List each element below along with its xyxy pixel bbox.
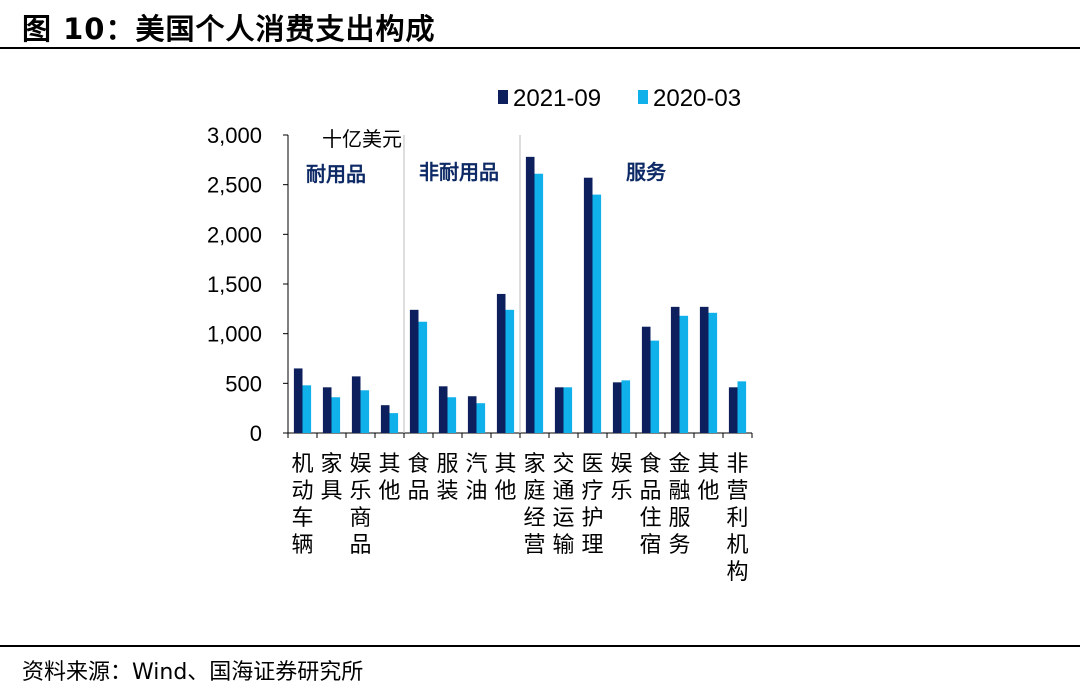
bar-2020-03: [708, 312, 718, 433]
chart-title: 图 10：美国个人消费支出构成: [22, 12, 436, 46]
bar-2021-09: [496, 293, 506, 433]
y-tick-label: 1,500: [207, 272, 262, 297]
category-label: 食品: [407, 452, 429, 504]
category-label: 金融服务: [668, 452, 690, 558]
footer-divider: [0, 645, 1080, 647]
bar-2021-09: [612, 382, 622, 433]
category-label: 其他: [378, 452, 400, 504]
category-label: 非营利机构: [726, 452, 748, 585]
category-label: 其他: [494, 452, 516, 504]
bar-2020-03: [737, 381, 747, 433]
legend-label: 2021-09: [513, 85, 601, 112]
category-label: 娱乐: [610, 452, 632, 504]
bar-2020-03: [360, 390, 370, 433]
bar-2021-09: [351, 376, 361, 433]
y-tick-label: 2,000: [207, 222, 262, 247]
bar-2021-09: [409, 309, 419, 433]
bar-2021-09: [554, 387, 564, 433]
bar-2021-09: [583, 177, 593, 433]
unit-label: 十亿美元: [322, 127, 402, 151]
y-tick-label: 500: [225, 371, 262, 396]
bar-2020-03: [534, 173, 544, 433]
bar-2021-09: [467, 396, 477, 433]
bar-2020-03: [621, 380, 631, 433]
category-labels: 机动车辆家具娱乐商品其他食品服装汽油其他家庭经营交通运输医疗护理娱乐食品住宿金融…: [291, 452, 748, 585]
category-label: 其他: [697, 452, 719, 504]
y-tick-label: 1,000: [207, 322, 262, 347]
group-label: 服务: [626, 160, 667, 184]
group-label: 非耐用品: [419, 160, 499, 184]
bar-2020-03: [650, 340, 660, 433]
bar-2021-09: [380, 405, 390, 433]
bar-2020-03: [592, 194, 602, 433]
category-label: 交通运输: [552, 452, 574, 558]
category-label: 家具: [320, 452, 342, 504]
y-tick-label: 0: [250, 421, 262, 446]
bar-2021-09: [699, 306, 709, 433]
category-label: 汽油: [465, 452, 487, 504]
bar-2020-03: [389, 413, 399, 433]
category-label: 服装: [436, 452, 458, 504]
bar-2020-03: [563, 387, 573, 433]
bar-2020-03: [447, 397, 457, 433]
bar-2020-03: [679, 315, 689, 433]
bar-2021-09: [322, 387, 332, 433]
legend-swatch: [638, 90, 648, 104]
bar-2020-03: [331, 397, 341, 433]
bar-2021-09: [670, 306, 680, 433]
bar-2020-03: [505, 309, 515, 433]
group-label: 耐用品: [306, 162, 366, 186]
y-tick-label: 3,000: [207, 123, 262, 148]
legend-label: 2020-03: [653, 85, 741, 112]
bars: [293, 156, 747, 433]
title-bar: 图 10：美国个人消费支出构成: [0, 0, 1080, 50]
y-tick-label: 2,500: [207, 173, 262, 198]
bar-2021-09: [438, 386, 448, 433]
category-label: 食品住宿: [639, 452, 661, 558]
source-note: 资料来源：Wind、国海证券研究所: [22, 660, 364, 685]
category-label: 家庭经营: [523, 452, 545, 558]
bar-2020-03: [476, 403, 486, 433]
bar-chart: 2021-09 2020-03 0 500 1,000 1,500 2,000 2,500 3…: [207, 85, 753, 585]
bar-2020-03: [302, 385, 312, 433]
bar-2021-09: [641, 326, 651, 433]
category-label: 娱乐商品: [349, 452, 371, 558]
category-label: 机动车辆: [291, 452, 313, 558]
title-divider: [0, 47, 1080, 49]
bar-2020-03: [418, 321, 428, 433]
bar-2021-09: [525, 156, 535, 433]
category-label: 医疗护理: [581, 452, 603, 558]
legend-swatch: [498, 90, 508, 104]
bar-2021-09: [728, 387, 738, 433]
bar-2021-09: [293, 368, 303, 433]
legend: 2021-09 2020-03: [498, 85, 741, 112]
